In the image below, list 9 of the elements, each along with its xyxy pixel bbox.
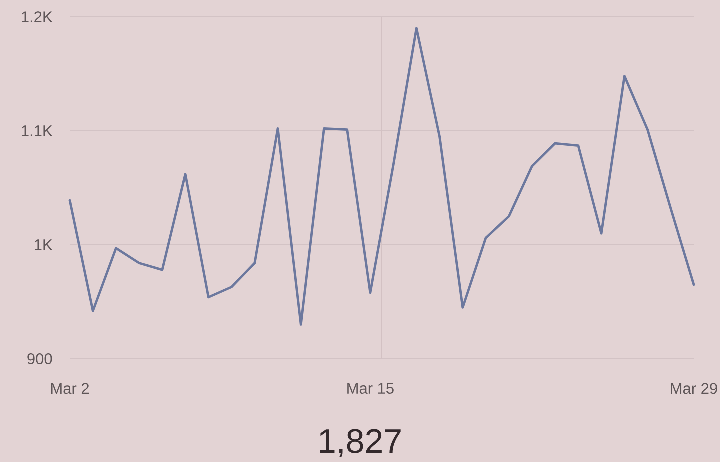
y-tick-label: 1.1K — [22, 126, 53, 136]
x-tick-label: Mar 2 — [51, 383, 90, 394]
line-series — [68, 27, 696, 326]
y-tick-label: 900 — [28, 354, 52, 364]
y-tick-label: 1.2K — [22, 12, 53, 22]
y-tick-label: 1K — [35, 240, 53, 250]
text: 1,827 — [320, 429, 401, 458]
x-tick-label: Mar 15 — [348, 383, 394, 394]
x-tick-label: Mar 29 — [671, 383, 718, 394]
